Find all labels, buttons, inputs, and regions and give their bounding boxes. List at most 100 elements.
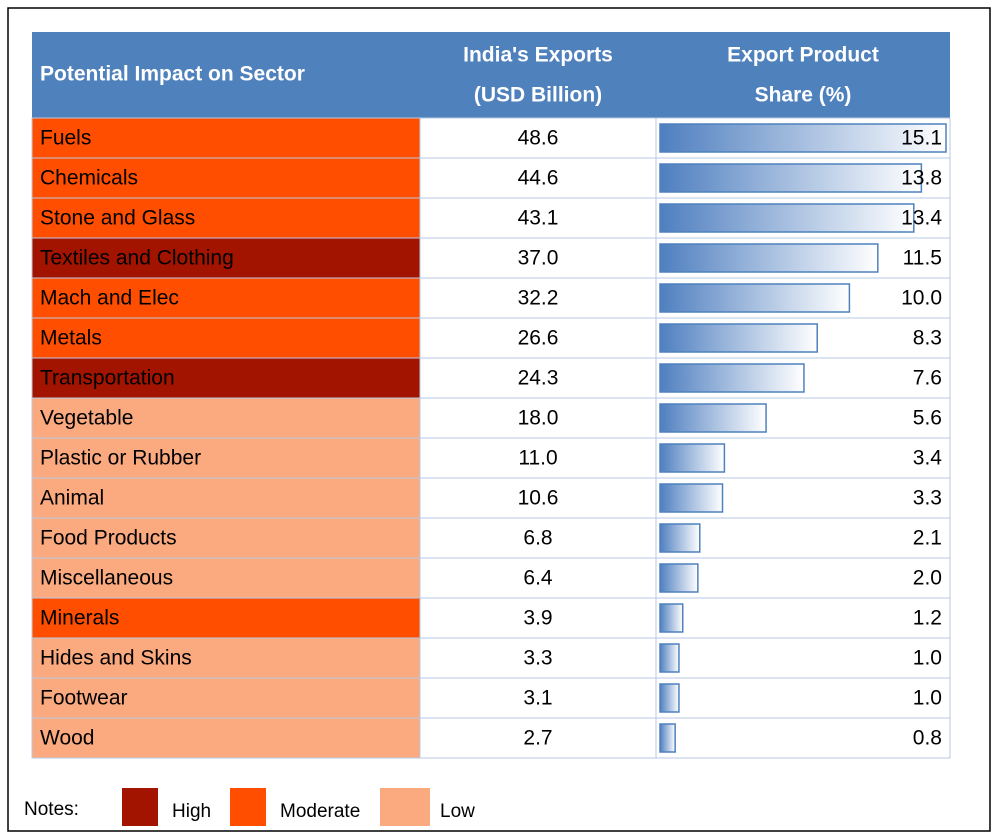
cell	[419, 317, 657, 359]
sector-label: Miscellaneous	[40, 567, 173, 590]
sector-label: Plastic or Rubber	[40, 447, 201, 470]
share-bar	[659, 243, 879, 273]
share-label: 13.4	[901, 207, 942, 230]
share-bar	[659, 643, 680, 673]
cell	[419, 717, 657, 759]
exports-value: 37.0	[518, 247, 559, 270]
legend-label: Low	[440, 801, 475, 822]
sector-cell	[31, 557, 421, 599]
cell	[419, 597, 657, 639]
exports-value: 3.3	[523, 647, 552, 670]
header-cell: (USD Billion)	[474, 84, 602, 107]
share-bar	[659, 443, 726, 473]
share-label: 10.0	[901, 287, 942, 310]
sector-cell	[31, 357, 421, 399]
exports-value: 10.6	[518, 487, 559, 510]
share-label: 1.2	[913, 607, 942, 630]
notes-label: Notes:	[24, 799, 79, 820]
sector-cell	[31, 477, 421, 519]
exports-value: 32.2	[518, 287, 559, 310]
cell	[655, 717, 951, 759]
sector-cell	[31, 717, 421, 759]
share-label: 2.0	[913, 567, 942, 590]
sector-cell	[31, 237, 421, 279]
cell	[419, 397, 657, 439]
share-bar	[659, 723, 676, 753]
share-label: 5.6	[913, 407, 942, 430]
share-bar	[659, 603, 684, 633]
sector-cell	[31, 277, 421, 319]
exports-value: 6.8	[523, 527, 552, 550]
legend-swatch	[230, 788, 266, 826]
legend-swatch	[122, 788, 158, 826]
share-bar	[659, 123, 947, 153]
header-cell: India's Exports	[463, 44, 613, 67]
share-label: 2.1	[913, 527, 942, 550]
sector-label: Wood	[40, 727, 94, 750]
share-label: 0.8	[913, 727, 942, 750]
header-bg	[32, 32, 950, 118]
exports-value: 44.6	[518, 167, 559, 190]
sector-cell	[31, 117, 421, 159]
cell	[419, 117, 657, 159]
legend-label: High	[172, 801, 211, 822]
exports-value: 6.4	[523, 567, 553, 590]
legend-label: Moderate	[280, 801, 360, 822]
exports-value: 24.3	[518, 367, 559, 390]
sector-label: Hides and Skins	[40, 647, 192, 670]
cell	[419, 277, 657, 319]
share-label: 15.1	[901, 127, 942, 150]
share-bar	[659, 163, 923, 193]
sector-label: Mach and Elec	[40, 287, 179, 310]
sector-label: Stone and Glass	[40, 207, 195, 230]
share-label: 8.3	[913, 327, 942, 350]
sector-label: Minerals	[40, 607, 119, 630]
sector-cell	[31, 397, 421, 439]
cell	[655, 557, 951, 599]
sector-cell	[31, 197, 421, 239]
cell	[655, 597, 951, 639]
sector-label: Chemicals	[40, 167, 138, 190]
share-bar	[659, 283, 851, 313]
sector-label: Transportation	[40, 367, 175, 390]
legend-swatch	[380, 788, 430, 826]
share-label: 3.4	[913, 447, 943, 470]
exports-value: 26.6	[518, 327, 559, 350]
cell	[419, 157, 657, 199]
exports-value: 3.9	[523, 607, 552, 630]
share-bar	[659, 523, 701, 553]
sector-label: Metals	[40, 327, 102, 350]
share-label: 7.6	[913, 367, 942, 390]
share-label: 11.5	[903, 247, 942, 270]
exports-value: 48.6	[518, 127, 559, 150]
share-label: 1.0	[913, 687, 942, 710]
sector-label: Vegetable	[40, 407, 133, 430]
share-bar	[659, 403, 767, 433]
sector-label: Food Products	[40, 527, 177, 550]
share-bar	[659, 683, 680, 713]
exports-value: 2.7	[523, 727, 552, 750]
share-label: 13.8	[901, 167, 942, 190]
header-cell: Potential Impact on Sector	[40, 63, 305, 86]
share-label: 1.0	[913, 647, 942, 670]
exports-value: 3.1	[523, 687, 552, 710]
cell	[419, 677, 657, 719]
exports-value: 18.0	[518, 407, 559, 430]
cell	[419, 477, 657, 519]
cell	[655, 637, 951, 679]
sector-label: Footwear	[40, 687, 128, 710]
sector-label: Textiles and Clothing	[40, 247, 234, 270]
share-bar	[659, 363, 805, 393]
exports-value: 11.0	[518, 447, 557, 470]
sector-cell	[31, 317, 421, 359]
cell	[419, 237, 657, 279]
cell	[419, 197, 657, 239]
cell	[655, 517, 951, 559]
sector-cell	[31, 677, 421, 719]
share-label: 3.3	[913, 487, 942, 510]
exports-value: 43.1	[518, 207, 559, 230]
sector-cell	[31, 597, 421, 639]
sector-label: Fuels	[40, 127, 91, 150]
